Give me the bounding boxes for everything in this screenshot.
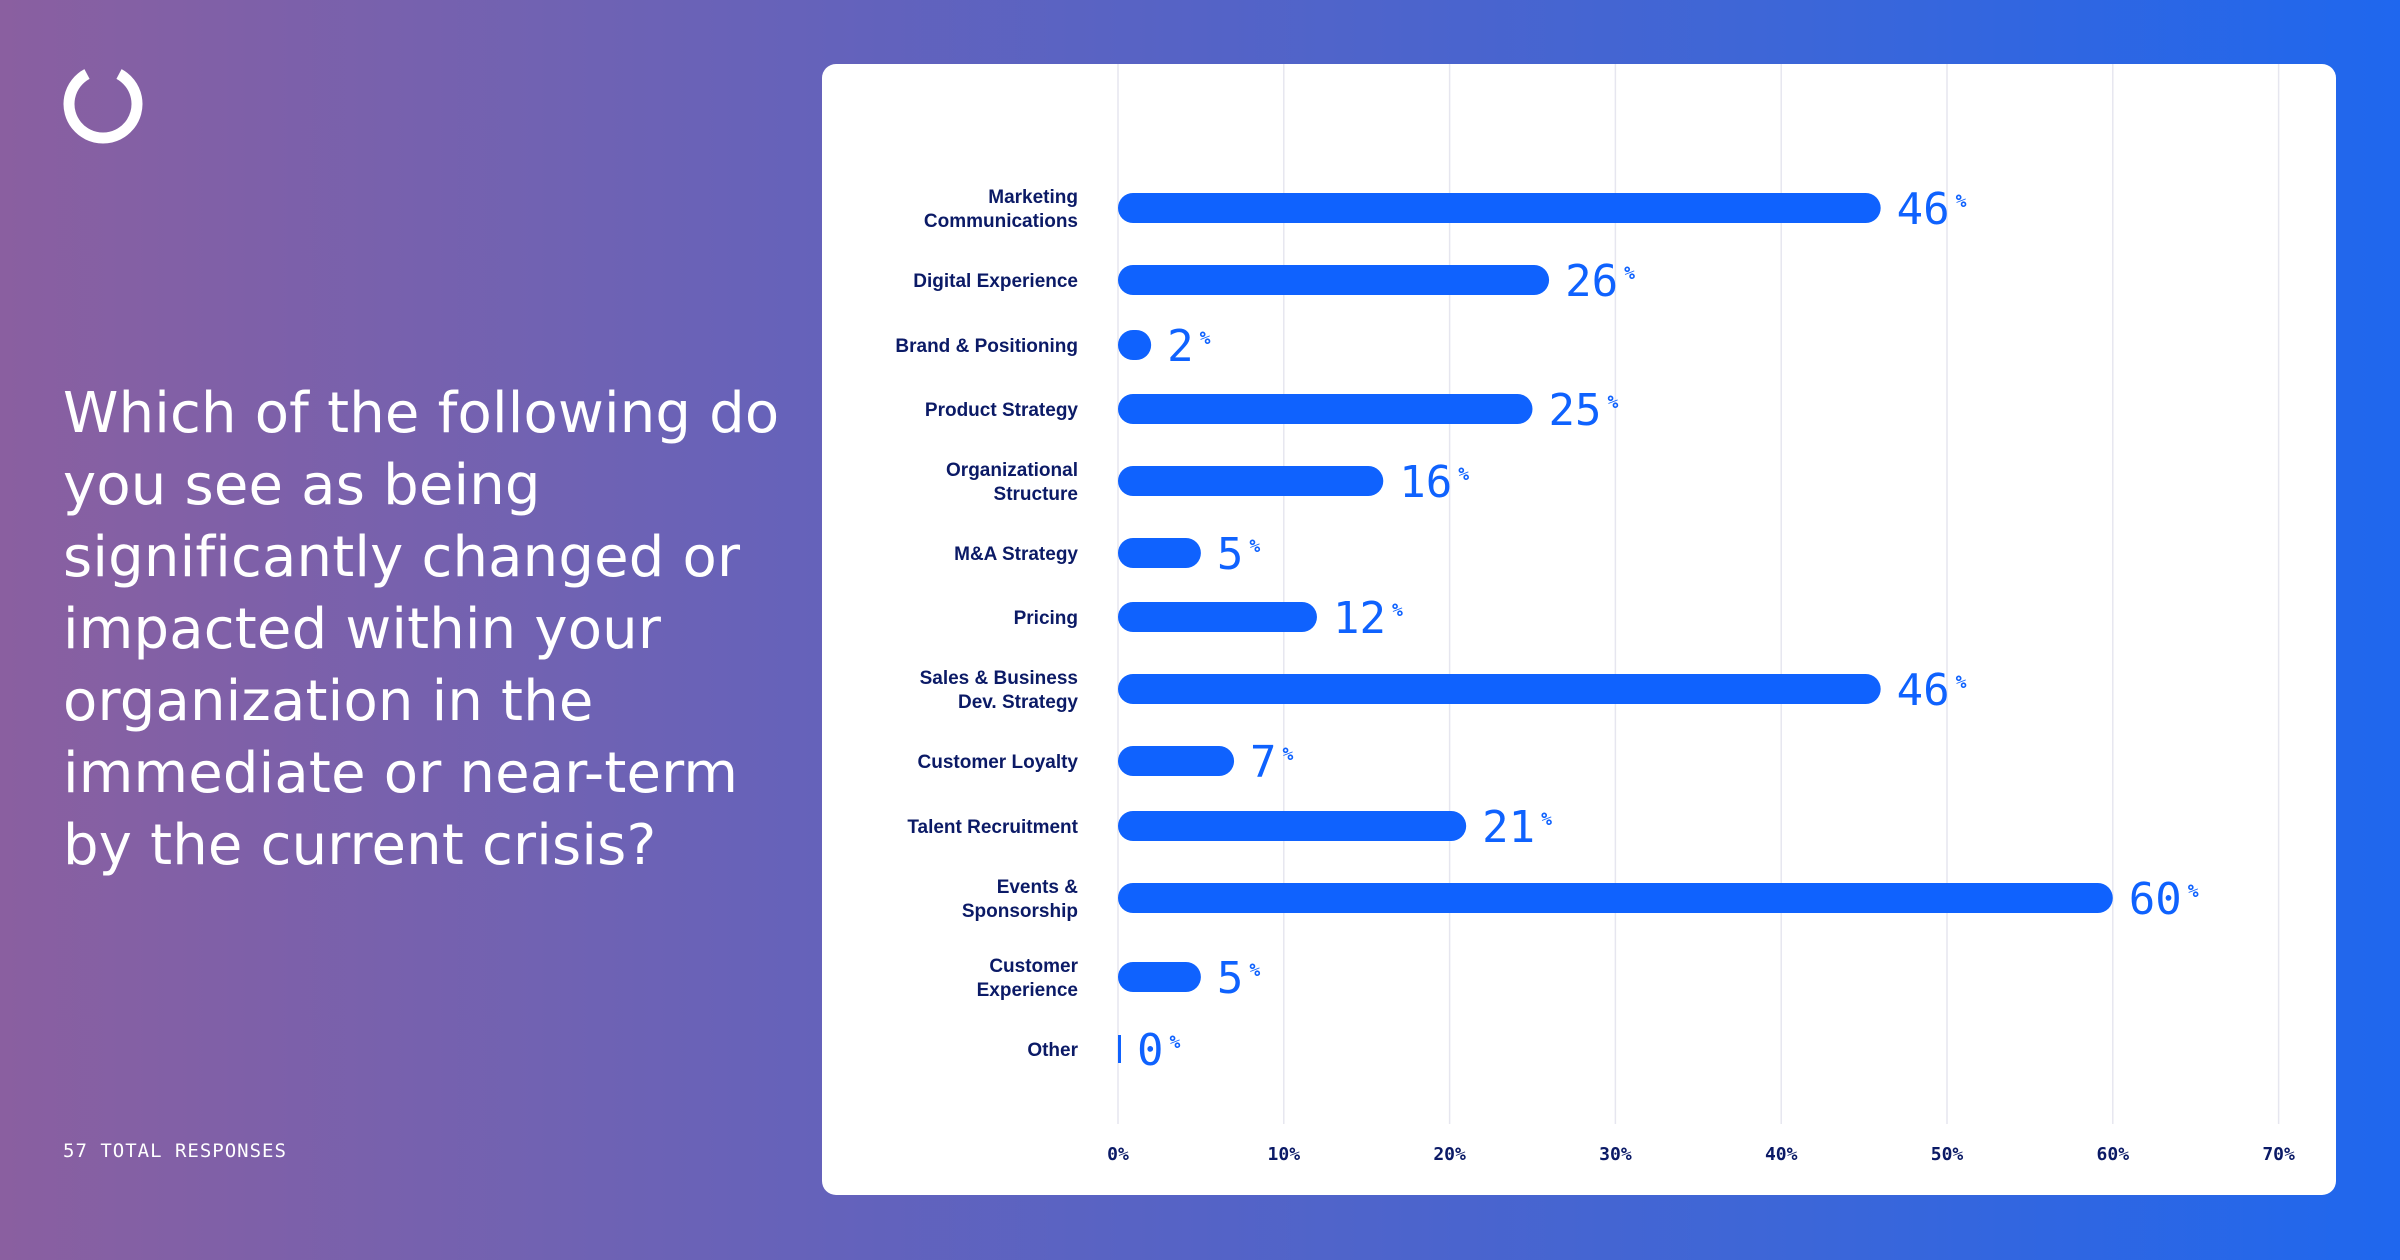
chart-card: 0% 10% 20% 30% 40% 50% 60% 70% Marketing Communic… xyxy=(822,64,2336,1195)
category-label: Customer Loyalty xyxy=(918,752,1079,773)
percent-sign: % xyxy=(1956,672,1967,693)
bar xyxy=(1118,811,1467,841)
value-label: 12 xyxy=(1333,593,1386,644)
survey-question: Which of the following do you see as bei… xyxy=(63,381,780,878)
bar xyxy=(1118,265,1550,295)
percent-sign: % xyxy=(1624,263,1635,284)
value-label: 2 xyxy=(1167,321,1194,372)
category-label: Digital Experience xyxy=(913,271,1078,292)
x-tick-label: 40% xyxy=(1765,1144,1798,1165)
percent-sign: % xyxy=(1541,809,1552,830)
bar xyxy=(1118,602,1317,632)
value-label: 16 xyxy=(1399,457,1452,508)
bar xyxy=(1118,962,1201,992)
category-label: Organizational Structure xyxy=(946,460,1078,505)
x-tick-label: 30% xyxy=(1599,1144,1632,1165)
value-label: 60 xyxy=(2129,874,2182,925)
value-label: 46 xyxy=(1897,184,1950,235)
value-label: 26 xyxy=(1565,256,1618,307)
bar xyxy=(1118,674,1881,704)
percent-sign: % xyxy=(1249,960,1260,981)
category-label: Product Strategy xyxy=(925,400,1079,421)
value-label: 21 xyxy=(1482,802,1535,853)
x-tick-label: 60% xyxy=(2097,1144,2130,1165)
bar-chart: 0% 10% 20% 30% 40% 50% 60% 70%Marketing Communic… xyxy=(895,64,2295,1165)
x-tick-label: 20% xyxy=(1433,1144,1466,1165)
bar xyxy=(1118,466,1384,496)
category-label: M&A Strategy xyxy=(954,544,1078,565)
value-label: 5 xyxy=(1217,529,1244,580)
category-label: Marketing Communications xyxy=(924,187,1078,232)
category-label: Other xyxy=(1027,1040,1078,1061)
ring-logo-icon xyxy=(63,69,143,144)
category-label: Talent Recruitment xyxy=(907,817,1078,838)
x-tick-label: 50% xyxy=(1931,1144,1964,1165)
percent-sign: % xyxy=(1170,1032,1181,1053)
bar xyxy=(1118,193,1881,223)
x-tick-label: 0% xyxy=(1107,1144,1129,1165)
percent-sign: % xyxy=(1608,392,1619,413)
value-label: 0 xyxy=(1137,1025,1164,1076)
percent-sign: % xyxy=(1200,328,1211,349)
percent-sign: % xyxy=(1956,191,1967,212)
total-responses: 57 TOTAL RESPONSES xyxy=(63,1140,287,1162)
percent-sign: % xyxy=(1249,536,1260,557)
percent-sign: % xyxy=(1392,600,1403,621)
value-label: 7 xyxy=(1250,737,1277,788)
percent-sign: % xyxy=(1283,744,1294,765)
bar xyxy=(1118,394,1533,424)
bar xyxy=(1118,538,1201,568)
percent-sign: % xyxy=(1458,464,1469,485)
bar xyxy=(1118,330,1152,360)
category-label: Sales & Business Dev. Strategy xyxy=(920,668,1079,713)
category-label: Brand & Positioning xyxy=(895,336,1078,357)
x-tick-label: 10% xyxy=(1268,1144,1301,1165)
percent-sign: % xyxy=(2188,881,2199,902)
value-label: 46 xyxy=(1897,665,1950,716)
bar xyxy=(1118,883,2113,913)
value-label: 25 xyxy=(1549,385,1602,436)
category-label: Events & Sponsorship xyxy=(962,877,1078,922)
value-label: 5 xyxy=(1217,953,1244,1004)
bar xyxy=(1118,1035,1121,1063)
x-tick-label: 70% xyxy=(2262,1144,2295,1165)
category-label: Pricing xyxy=(1014,608,1078,629)
category-label: Customer Experience xyxy=(977,956,1079,1001)
bar xyxy=(1118,746,1235,776)
